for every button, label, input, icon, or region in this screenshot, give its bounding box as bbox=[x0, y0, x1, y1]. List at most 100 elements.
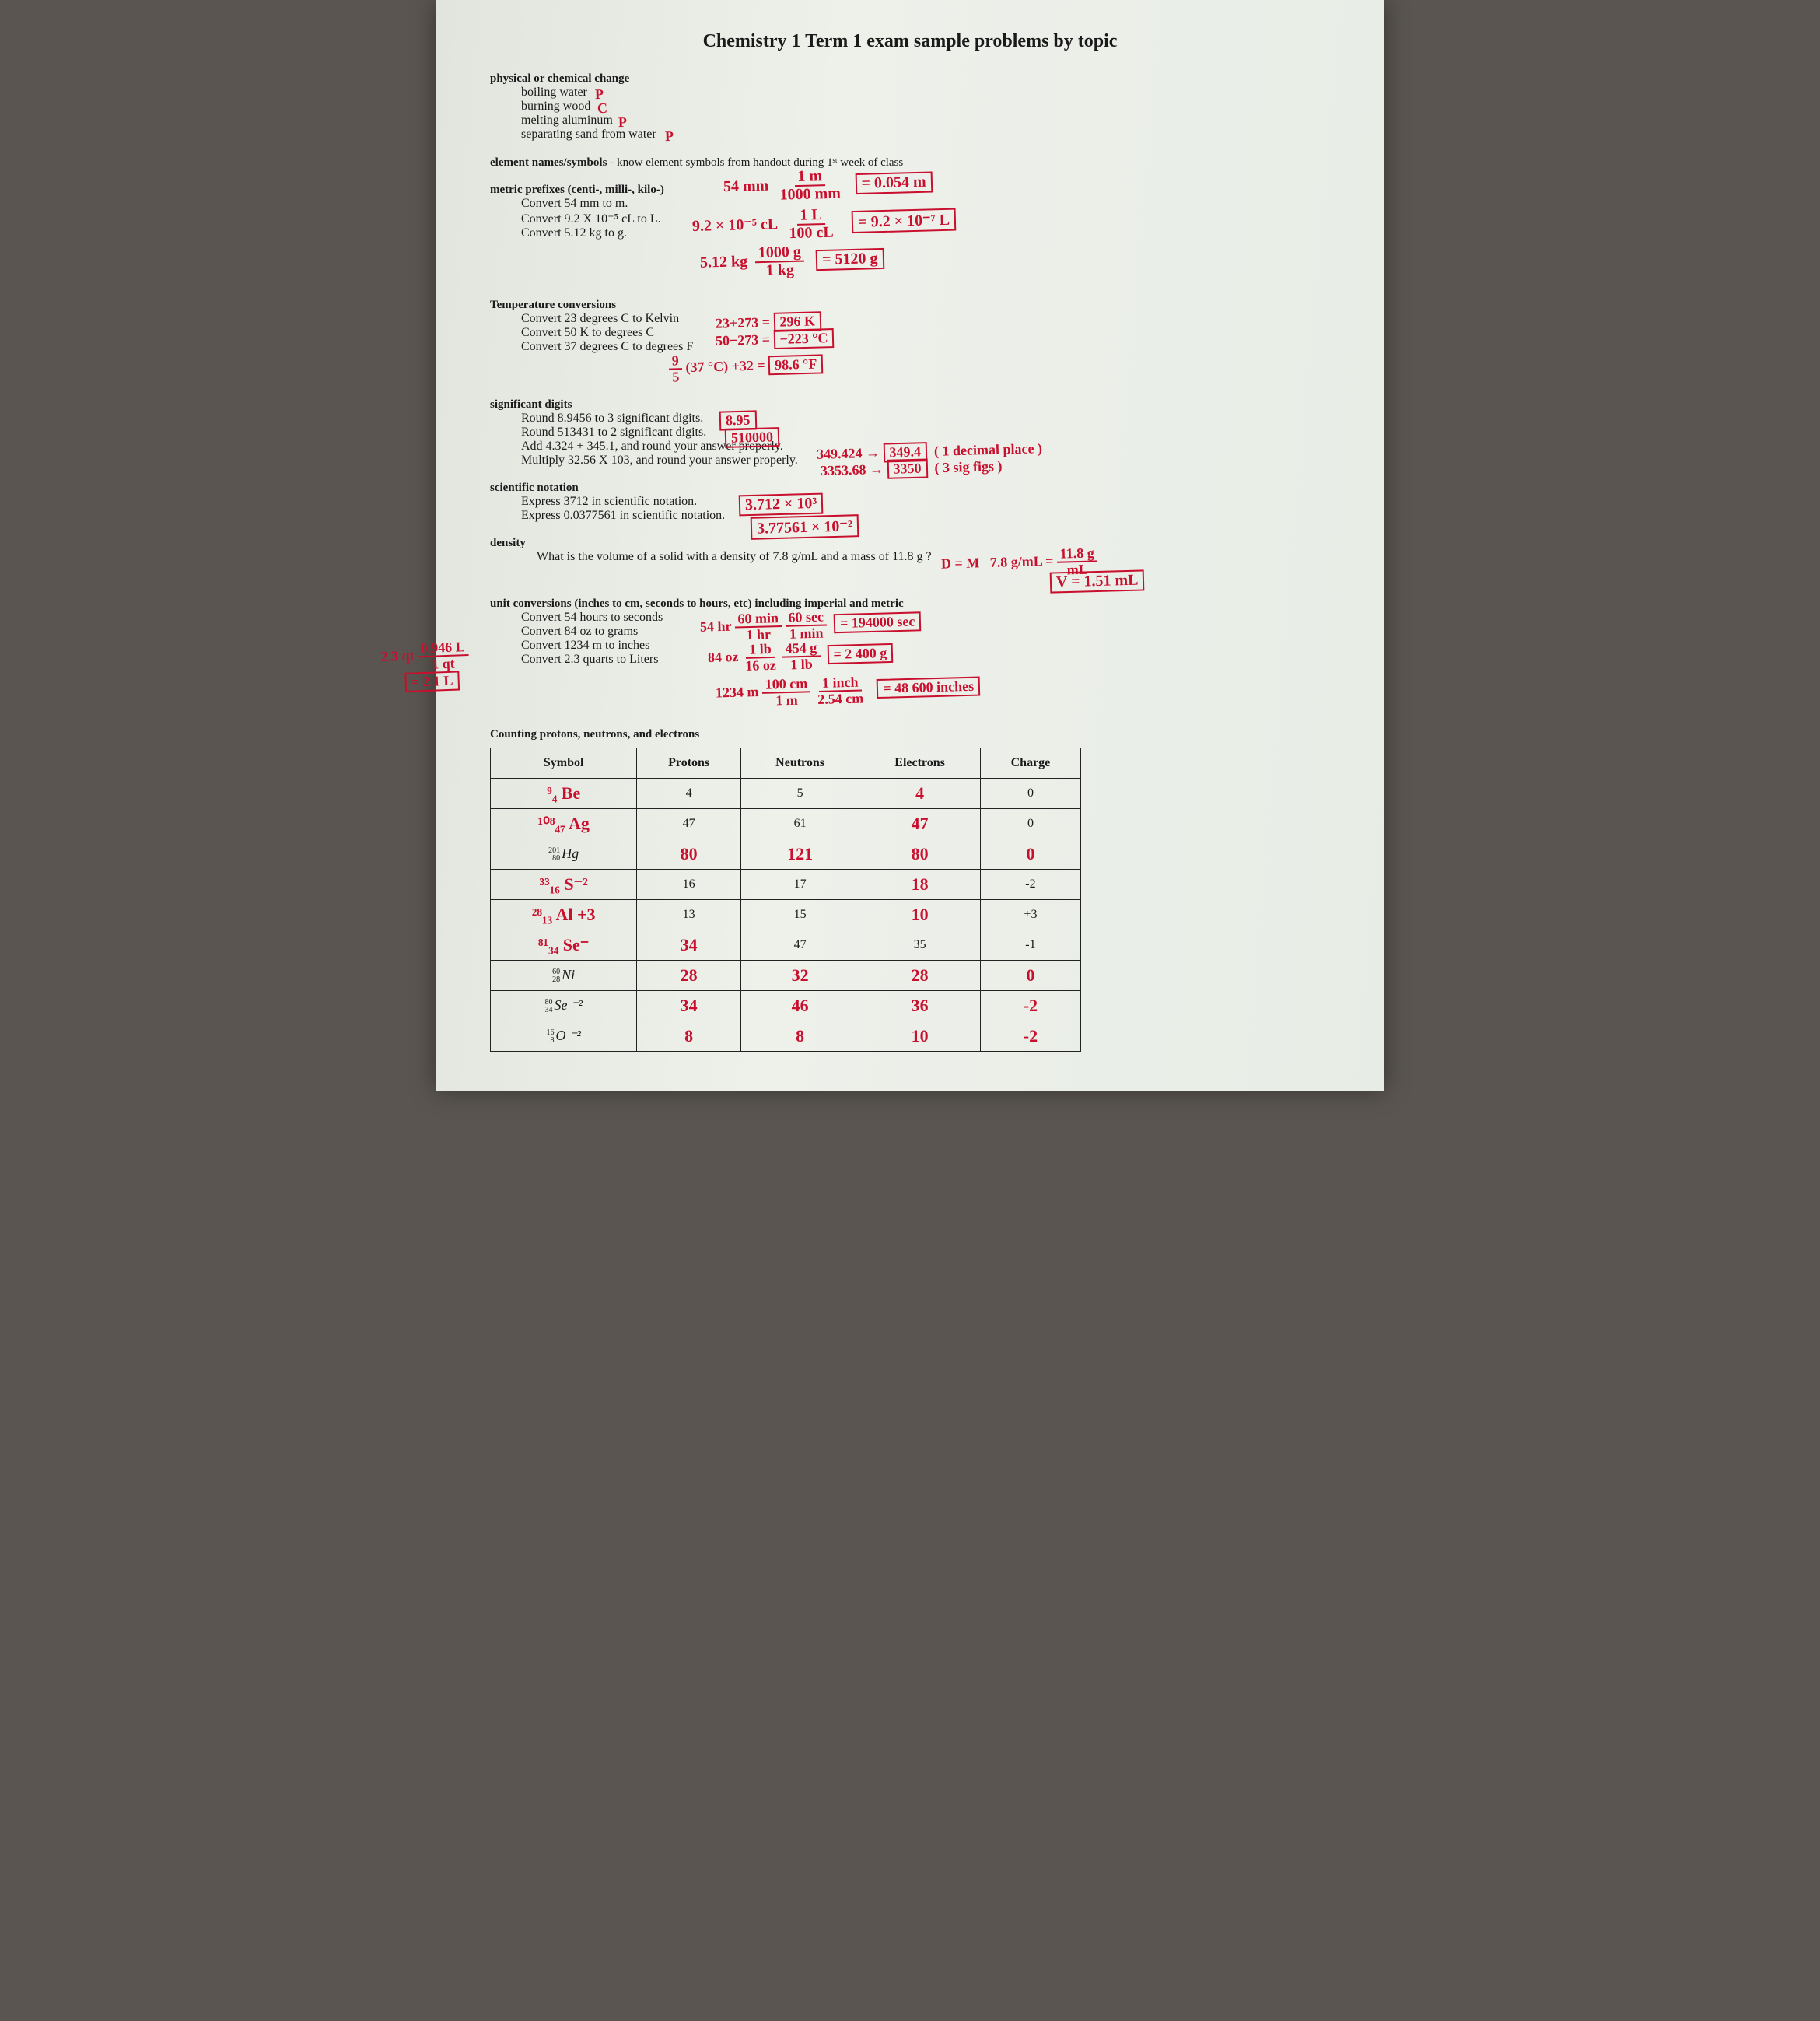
isotope-table: Symbol Protons Neutrons Electrons Charge… bbox=[490, 748, 1081, 1052]
work-annotation: 9.2 × 10⁻⁵ cL 1 L100 cL = 9.2 × 10⁻⁷ L bbox=[691, 204, 956, 245]
cell-charge: -2 bbox=[980, 991, 1080, 1021]
cell-neutrons: 17 bbox=[740, 870, 859, 900]
list-item: burning wood bbox=[521, 100, 1330, 114]
table-row: ²⁸₁₃ Al +3131510+3 bbox=[491, 900, 1081, 930]
question-text: What is the volume of a solid with a den… bbox=[537, 550, 1330, 564]
section-counting: Counting protons, neutrons, and electron… bbox=[490, 728, 1330, 1052]
answer-annotation: 3.712 × 10³ bbox=[739, 493, 824, 517]
section-head: density bbox=[490, 537, 1330, 550]
section-head: physical or chemical change bbox=[490, 72, 1330, 86]
list-item: Convert 23 degrees C to Kelvin bbox=[521, 312, 1330, 326]
table-row: ¹⁰⁸₄₇ Ag4761470 bbox=[491, 809, 1081, 839]
answer-annotation: V = 1.51 mL bbox=[1050, 569, 1145, 593]
work-annotation: 1234 m 100 cm1 m 1 inch2.54 cm = 48 600 … bbox=[716, 672, 981, 710]
cell-neutrons: 5 bbox=[740, 779, 859, 809]
section-density: density What is the volume of a solid wi… bbox=[490, 537, 1330, 583]
cell-charge: 0 bbox=[980, 779, 1080, 809]
list-item: separating sand from water bbox=[521, 128, 1330, 142]
cell-neutrons: 46 bbox=[740, 991, 859, 1021]
cell-protons: 34 bbox=[637, 930, 741, 961]
cell-electrons: 10 bbox=[859, 900, 981, 930]
cell-symbol: 6028Ni bbox=[491, 961, 637, 991]
annotation: P bbox=[665, 128, 674, 145]
cell-electrons: 36 bbox=[859, 991, 981, 1021]
table-row: ⁸¹₃₄ Se⁻344735-1 bbox=[491, 930, 1081, 961]
list-item: melting aluminum bbox=[521, 114, 1330, 128]
cell-protons: 8 bbox=[637, 1021, 741, 1052]
cell-electrons: 18 bbox=[859, 870, 981, 900]
cell-protons: 16 bbox=[637, 870, 741, 900]
work-annotation: 50−273 = −223 °C bbox=[716, 328, 835, 351]
cell-charge: -2 bbox=[980, 870, 1080, 900]
cell-neutrons: 121 bbox=[740, 839, 859, 870]
cell-protons: 47 bbox=[637, 809, 741, 839]
cell-charge: 0 bbox=[980, 839, 1080, 870]
cell-electrons: 35 bbox=[859, 930, 981, 961]
cell-symbol: ¹⁰⁸₄₇ Ag bbox=[491, 809, 637, 839]
col-electrons: Electrons bbox=[859, 748, 981, 779]
work-annotation: 5.12 kg 1000 g1 kg = 5120 g bbox=[699, 242, 884, 281]
cell-charge: 0 bbox=[980, 809, 1080, 839]
cell-neutrons: 47 bbox=[740, 930, 859, 961]
list-item: Convert 1234 m to inches bbox=[521, 639, 1330, 653]
work-annotation: 95 (37 °C) +32 = 98.6 °F bbox=[669, 349, 824, 384]
section-head: element names/symbols bbox=[490, 156, 607, 169]
answer-annotation: 3.77561 × 10⁻² bbox=[751, 514, 859, 540]
cell-symbol: ²⁸₁₃ Al +3 bbox=[491, 900, 637, 930]
cell-charge: +3 bbox=[980, 900, 1080, 930]
table-row: 8034Se ⁻²344636-2 bbox=[491, 991, 1081, 1021]
cell-protons: 28 bbox=[637, 961, 741, 991]
list-item: Express 3712 in scientific notation. bbox=[521, 495, 1330, 509]
section-head: Temperature conversions bbox=[490, 299, 1330, 312]
section-head: significant digits bbox=[490, 398, 1330, 412]
list-item: Convert 2.3 quarts to Liters bbox=[521, 653, 1330, 667]
cell-protons: 34 bbox=[637, 991, 741, 1021]
cell-symbol: 168O ⁻² bbox=[491, 1021, 637, 1052]
list-item: Round 8.9456 to 3 significant digits. bbox=[521, 412, 1330, 426]
list-item: Express 0.0377561 in scientific notation… bbox=[521, 509, 1330, 523]
list-item: Convert 50 K to degrees C bbox=[521, 326, 1330, 340]
answer-annotation: 510000 bbox=[725, 427, 780, 448]
section-head: Counting protons, neutrons, and electron… bbox=[490, 728, 1330, 741]
work-annotation: 54 mm 1 m1000 mm = 0.054 m bbox=[723, 165, 933, 205]
section-temperature: Temperature conversions Convert 23 degre… bbox=[490, 299, 1330, 384]
cell-electrons: 47 bbox=[859, 809, 981, 839]
cell-protons: 4 bbox=[637, 779, 741, 809]
annotation: C bbox=[597, 100, 608, 117]
cell-symbol: 20180Hg bbox=[491, 839, 637, 870]
cell-electrons: 10 bbox=[859, 1021, 981, 1052]
cell-electrons: 80 bbox=[859, 839, 981, 870]
section-phys-chem: physical or chemical change boiling wate… bbox=[490, 72, 1330, 142]
cell-symbol: ³³₁₆ S⁻² bbox=[491, 870, 637, 900]
table-row: ⁹₄ Be4540 bbox=[491, 779, 1081, 809]
list-item: Round 513431 to 2 significant digits. bbox=[521, 426, 1330, 440]
cell-neutrons: 8 bbox=[740, 1021, 859, 1052]
cell-protons: 80 bbox=[637, 839, 741, 870]
page-title: Chemistry 1 Term 1 exam sample problems … bbox=[490, 31, 1330, 52]
cell-electrons: 4 bbox=[859, 779, 981, 809]
cell-neutrons: 61 bbox=[740, 809, 859, 839]
table-header-row: Symbol Protons Neutrons Electrons Charge bbox=[491, 748, 1081, 779]
worksheet-page: Chemistry 1 Term 1 exam sample problems … bbox=[436, 0, 1384, 1091]
cell-charge: -1 bbox=[980, 930, 1080, 961]
section-metric: metric prefixes (centi-, milli-, kilo-) … bbox=[490, 184, 1330, 285]
table-row: ³³₁₆ S⁻²161718-2 bbox=[491, 870, 1081, 900]
list-item: Convert 84 oz to grams bbox=[521, 625, 1330, 639]
section-sigfigs: significant digits Round 8.9456 to 3 sig… bbox=[490, 398, 1330, 468]
cell-neutrons: 15 bbox=[740, 900, 859, 930]
table-row: 168O ⁻²8810-2 bbox=[491, 1021, 1081, 1052]
annotation: P bbox=[618, 114, 628, 131]
margin-annotation: 2.3 qt 0.946 L1 qt = 2.1 L bbox=[380, 639, 470, 693]
col-neutrons: Neutrons bbox=[740, 748, 859, 779]
cell-neutrons: 32 bbox=[740, 961, 859, 991]
section-head: scientific notation bbox=[490, 482, 1330, 495]
cell-symbol: 8034Se ⁻² bbox=[491, 991, 637, 1021]
cell-symbol: ⁹₄ Be bbox=[491, 779, 637, 809]
cell-charge: 0 bbox=[980, 961, 1080, 991]
list-item: Convert 37 degrees C to degrees F bbox=[521, 340, 1330, 354]
table-row: 6028Ni2832280 bbox=[491, 961, 1081, 991]
col-protons: Protons bbox=[637, 748, 741, 779]
table-row: 20180Hg80121800 bbox=[491, 839, 1081, 870]
work-annotation: 3353.68 → 3350 ( 3 sig figs ) bbox=[821, 457, 1003, 481]
section-scinot: scientific notation Express 3712 in scie… bbox=[490, 482, 1330, 523]
